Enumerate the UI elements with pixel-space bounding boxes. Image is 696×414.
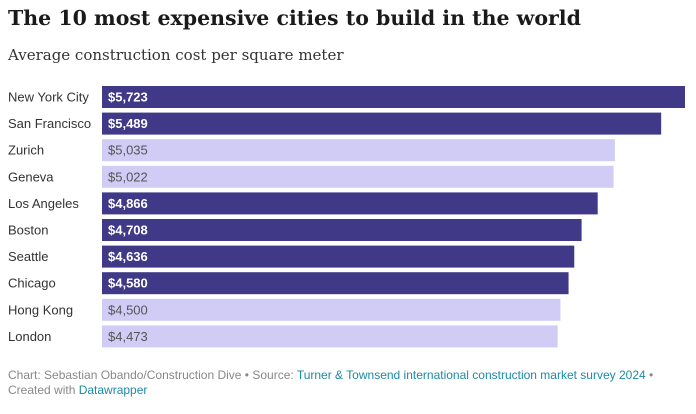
value-label: $4,866: [108, 196, 148, 211]
bar: [102, 298, 561, 321]
category-label: San Francisco: [8, 116, 91, 131]
chart-footer: Chart: Sebastian Obando/Construction Div…: [8, 368, 688, 398]
value-label: $4,636: [108, 249, 148, 264]
bar: [102, 325, 558, 348]
value-label: $4,473: [108, 329, 148, 344]
source-prefix: Source:: [252, 368, 297, 382]
value-label: $5,489: [108, 116, 148, 131]
chart-subtitle: Average construction cost per square met…: [8, 46, 344, 64]
bar: [102, 86, 685, 108]
created-prefix: Created with: [8, 383, 79, 397]
credit-text: Chart: Sebastian Obando/Construction Div…: [8, 368, 242, 382]
datawrapper-link[interactable]: Datawrapper: [78, 383, 148, 397]
category-label: Geneva: [8, 169, 54, 184]
source-link[interactable]: Turner & Townsend international construc…: [296, 368, 646, 382]
category-label: Boston: [8, 223, 48, 238]
bar: [102, 219, 582, 241]
value-label: $5,723: [108, 90, 148, 105]
bar-chart: New York City $5,723 San Francisco $5,489 Zu…: [8, 86, 685, 348]
value-label: $5,022: [108, 169, 148, 184]
category-label: New York City: [8, 90, 89, 105]
value-label: $4,708: [108, 223, 148, 238]
bar: [102, 112, 662, 135]
category-label: London: [8, 329, 51, 344]
category-label: Los Angeles: [8, 196, 79, 211]
separator: •: [241, 368, 253, 382]
category-label: Chicago: [8, 276, 56, 291]
value-label: $5,035: [108, 143, 148, 158]
bar: [102, 192, 598, 215]
category-label: Seattle: [8, 249, 48, 264]
separator: •: [645, 368, 654, 382]
bar: [102, 165, 614, 188]
bar: [102, 139, 615, 162]
bar: [102, 272, 569, 295]
bar: [102, 245, 575, 268]
value-label: $4,580: [108, 276, 148, 291]
category-label: Zurich: [8, 143, 44, 158]
chart-title: The 10 most expensive cities to build in…: [8, 6, 581, 30]
value-label: $4,500: [108, 302, 148, 317]
category-label: Hong Kong: [8, 302, 73, 317]
